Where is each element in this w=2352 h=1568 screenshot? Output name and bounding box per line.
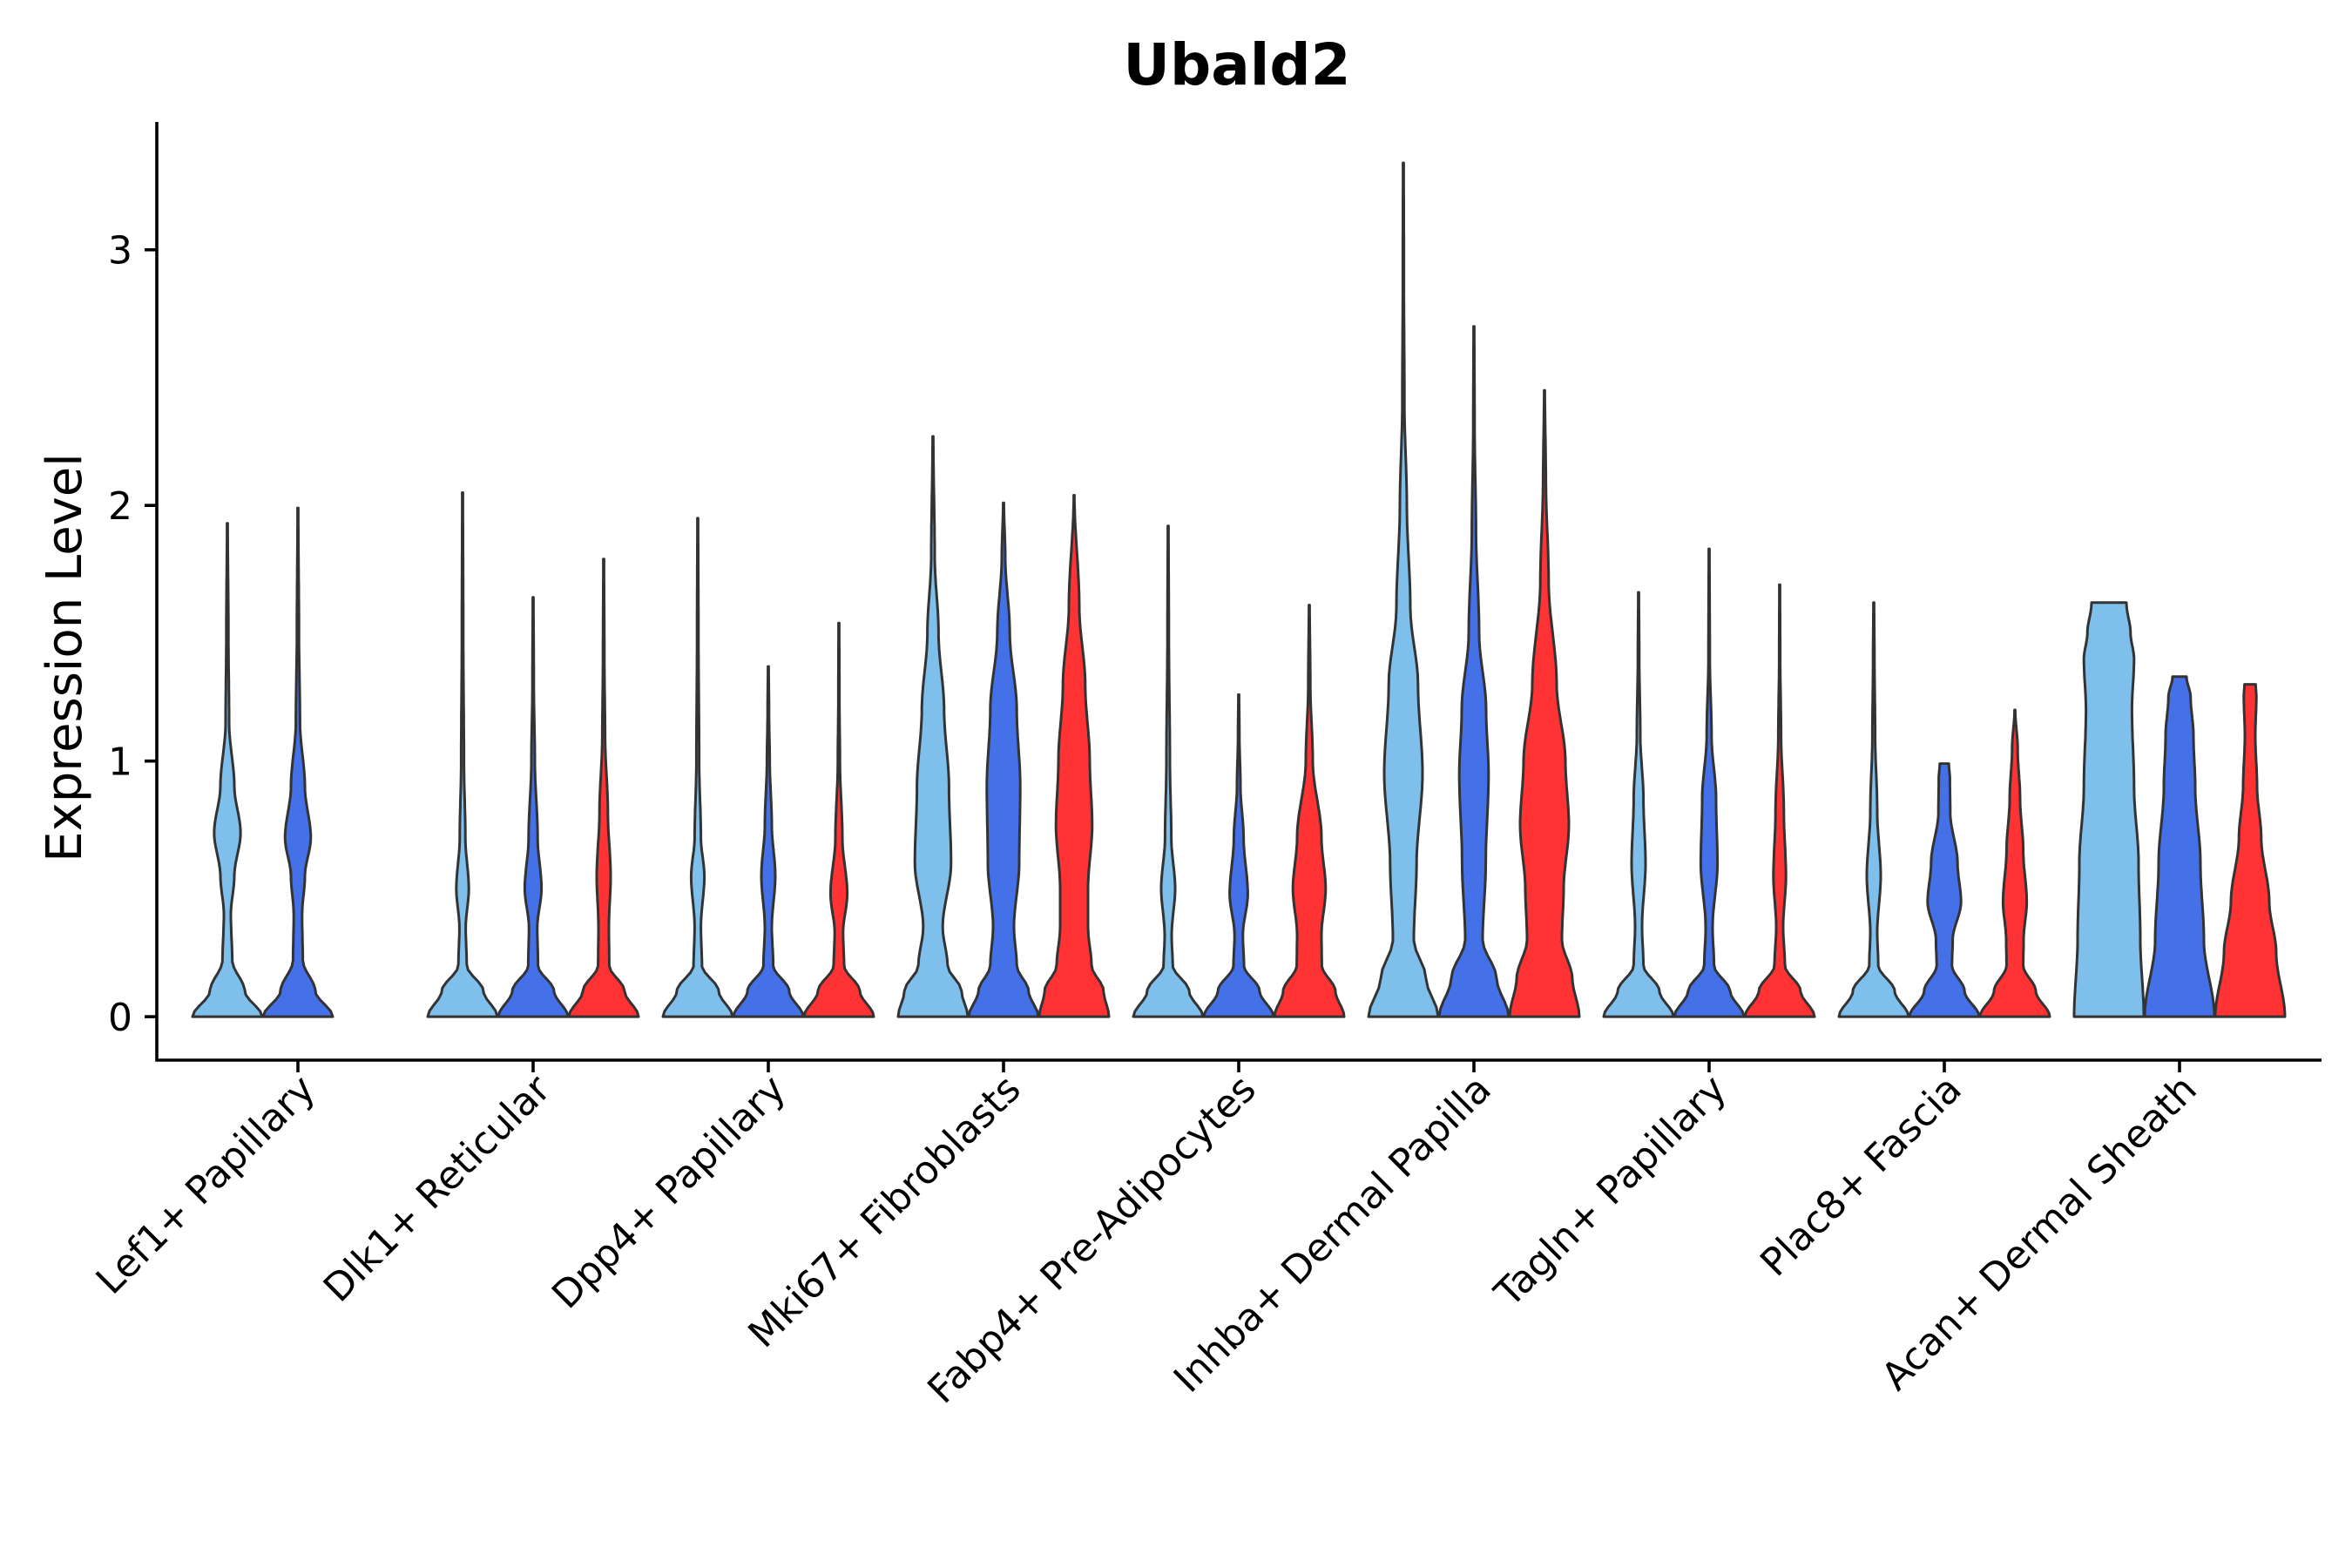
violin-group-2-4 <box>967 501 1040 1018</box>
violin-group-3-5 <box>1273 604 1346 1018</box>
violin-group-1-7 <box>1602 591 1675 1018</box>
x-category-label: Dlk1+ Reticular <box>315 1066 560 1311</box>
y-axis-label: Expression Level <box>37 453 93 862</box>
y-tick-label: 1 <box>108 740 132 785</box>
violin-group-2-3 <box>732 665 805 1018</box>
violin-group-2-1 <box>261 506 335 1018</box>
violin-group-3-2 <box>567 558 640 1018</box>
x-category-label: Dpp4+ Papillary <box>544 1067 794 1318</box>
y-tick-label: 0 <box>108 996 132 1040</box>
x-category-label: Tagln+ Papillary <box>1486 1067 1735 1316</box>
violin-group-1-9 <box>2072 601 2146 1018</box>
violin-group-1-6 <box>1367 161 1440 1018</box>
violin-group-2-8 <box>1908 762 1981 1018</box>
x-category-label: Plac8+ Fascia <box>1752 1067 1970 1286</box>
y-tick-label: 3 <box>108 229 132 274</box>
violin-group-2-2 <box>497 596 570 1018</box>
violin-group-1-8 <box>1837 601 1910 1018</box>
violin-group-3-3 <box>802 621 875 1018</box>
y-tick-label: 2 <box>108 484 132 529</box>
violin-group-3-8 <box>1978 708 2051 1018</box>
violin-group-3-6 <box>1508 389 1581 1018</box>
violin-group-3-7 <box>1743 583 1816 1018</box>
axis-lines <box>155 122 2322 1062</box>
violin-group-1-2 <box>426 491 499 1018</box>
chart-title: Ubald2 <box>1123 31 1350 98</box>
violin-group-2-7 <box>1673 547 1746 1018</box>
violin-plot-area <box>191 161 2287 1018</box>
violin-group-3-9 <box>2213 683 2287 1018</box>
violin-group-2-6 <box>1437 325 1511 1018</box>
violin-group-2-9 <box>2143 675 2216 1018</box>
x-category-label: Lef1+ Papillary <box>88 1067 324 1303</box>
violin-group-1-4 <box>896 435 970 1018</box>
violin-group-2-5 <box>1202 693 1275 1018</box>
violin-group-1-3 <box>661 517 734 1018</box>
violin-group-1-1 <box>191 522 264 1018</box>
violin-group-1-5 <box>1132 524 1205 1018</box>
violin-group-3-4 <box>1037 494 1111 1018</box>
